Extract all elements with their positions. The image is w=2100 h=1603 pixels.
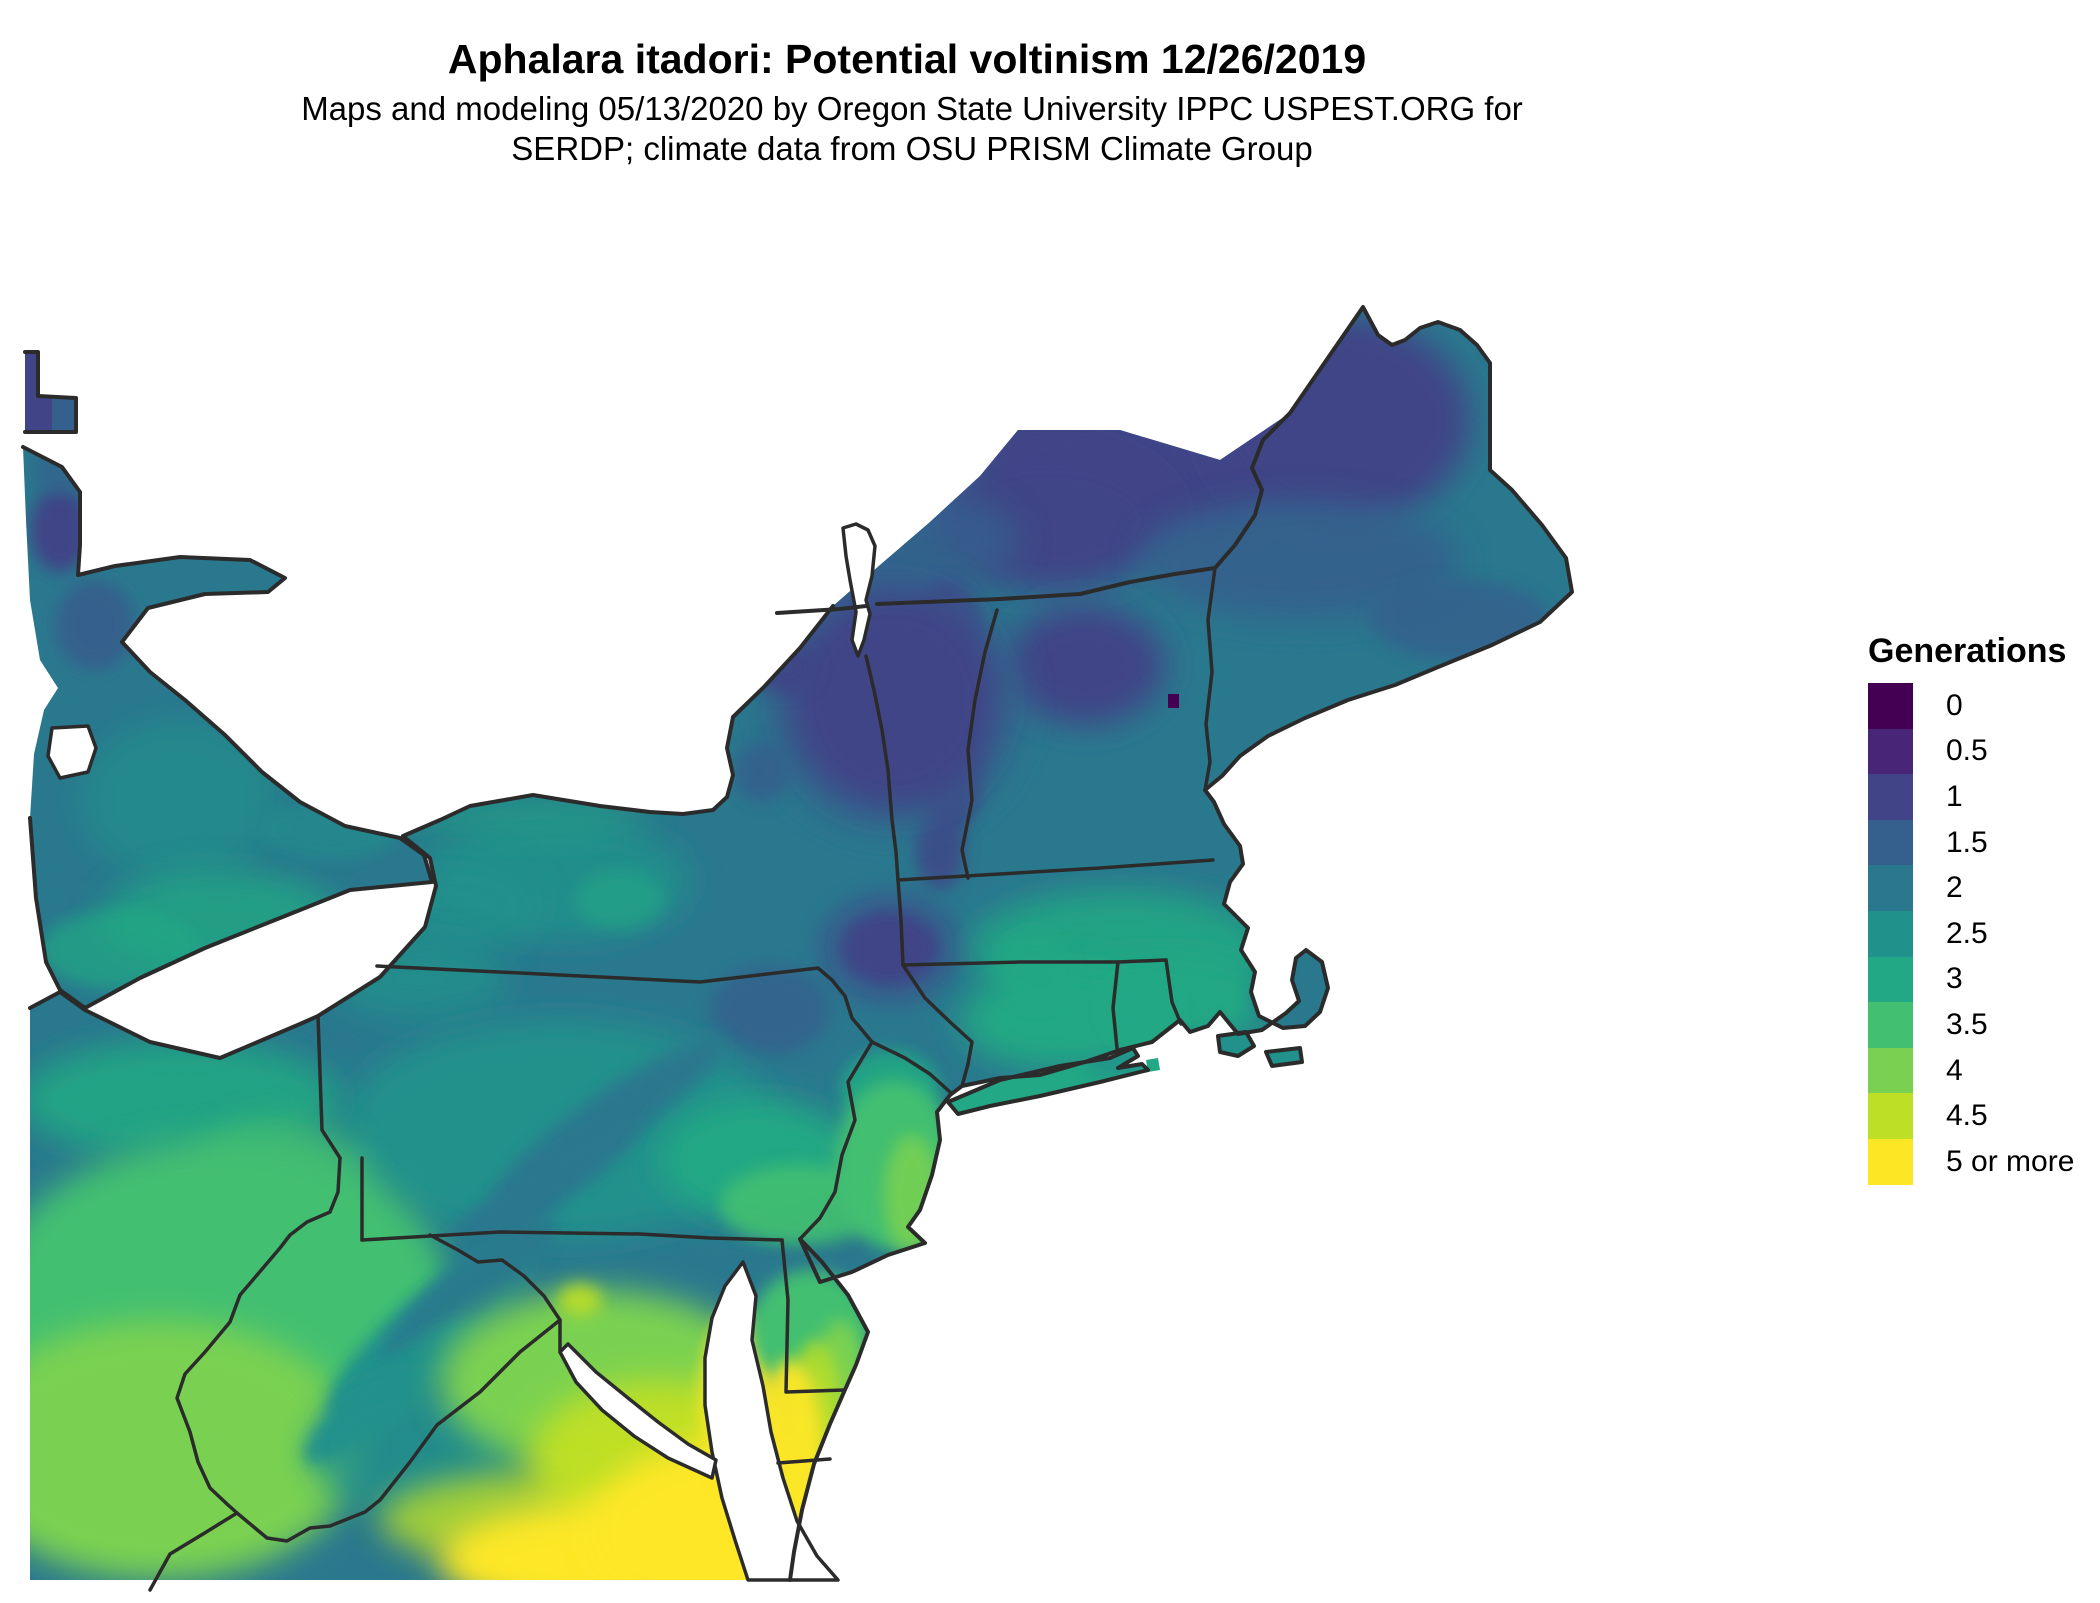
subtitle-line-2: SERDP; climate data from OSU PRISM Clima…	[511, 130, 1313, 167]
page-title: Aphalara itadori: Potential voltinism 12…	[447, 36, 1367, 82]
chesapeake-bay	[703, 1260, 840, 1582]
legend-row-1: 0.5	[1868, 728, 2098, 775]
coastline-long-island	[946, 1046, 1150, 1116]
legend-label-8: 4	[1946, 1053, 1963, 1087]
legend-items: 0 0.5 1 1.5 2 2.5 3 3.5 4 4.5 5 or more	[1868, 683, 2098, 1185]
legend-label-10: 5 or more	[1946, 1144, 2075, 1178]
legend-swatch-0	[1868, 683, 1913, 729]
border-ny-ma	[896, 878, 905, 967]
legend-label-0: 0	[1946, 688, 1963, 722]
legend-row-10: 5 or more	[1868, 1138, 2098, 1185]
border-ny-nj	[870, 1040, 952, 1094]
border-ri-ma	[1164, 958, 1183, 1026]
legend-swatch-2	[1868, 774, 1913, 820]
border-upper-potomac	[428, 1233, 562, 1354]
legend-label-1: 0.5	[1946, 734, 1988, 768]
state-borders	[148, 566, 1217, 1592]
legend-swatch-6	[1868, 956, 1913, 1003]
lake-champlain	[841, 522, 877, 658]
border-ma-south	[901, 958, 1168, 967]
legend-swatch-5	[1868, 910, 1913, 957]
border-ny-pa-and-delaware-river	[375, 964, 874, 1044]
legend-row-0: 0	[1868, 683, 2098, 729]
legend-row-5: 2.5	[1868, 910, 2098, 957]
border-ri-ct	[1111, 960, 1120, 1050]
map-region-block-island	[1146, 1058, 1160, 1072]
legend-swatch-10	[1868, 1138, 1913, 1185]
border-pa-nj-delaware-river	[798, 1040, 874, 1241]
legend-row-4: 2	[1868, 865, 2098, 911]
border-md-va-delmarva	[776, 1457, 832, 1465]
legend-swatch-7	[1868, 1002, 1913, 1048]
map-region-canada-sliver	[25, 352, 76, 432]
small-lake-ontario-peninsula	[46, 724, 98, 780]
legend-title: Generations	[1868, 632, 2067, 670]
coastline-st-lawrence-and-great-lakes-us-shore	[28, 604, 835, 1060]
border-ohio-river	[148, 1156, 342, 1592]
border-oh-pa	[316, 1014, 342, 1160]
legend-row-8: 4	[1868, 1047, 2098, 1094]
border-delaware	[780, 1238, 846, 1394]
legend-swatch-8	[1868, 1047, 1913, 1094]
legend-swatch-9	[1868, 1093, 1913, 1139]
legend-swatch-3	[1868, 819, 1913, 866]
legend-label-3: 1.5	[1946, 825, 1988, 859]
legend-label-9: 4.5	[1946, 1099, 1988, 1133]
border-nh-me	[1203, 566, 1217, 792]
legend-row-2: 1	[1868, 774, 2098, 820]
legend-label-6: 3	[1946, 962, 1963, 996]
potomac-river	[558, 1342, 718, 1480]
legend-row-9: 4.5	[1868, 1093, 2098, 1139]
border-ny-vt	[864, 654, 900, 882]
legend-row-6: 3	[1868, 956, 2098, 1003]
legend-swatch-4	[1868, 865, 1913, 911]
legend-label-5: 2.5	[1946, 916, 1988, 950]
subtitle-line-1: Maps and modeling 05/13/2020 by Oregon S…	[301, 90, 1523, 127]
legend: Generations 0 0.5 1 1.5 2 2.5 3 3.5 4 4.5 5 or mor…	[1868, 632, 2098, 1185]
border-ma-north	[896, 858, 1215, 882]
coastline-ontario-peninsula	[21, 445, 434, 1010]
legend-row-7: 3.5	[1868, 1002, 2098, 1048]
legend-row-3: 1.5	[1868, 819, 2098, 866]
legend-label-7: 3.5	[1946, 1007, 1988, 1041]
legend-label-4: 2	[1946, 871, 1963, 905]
border-wv-va	[235, 1318, 562, 1543]
coastline-islands	[1216, 1030, 1304, 1068]
legend-label-2: 1	[1946, 779, 1963, 813]
border-vt-nh	[960, 608, 999, 880]
coastline-atlantic-and-canada-border	[775, 305, 1574, 1582]
coastline-canada-sliver	[23, 350, 78, 434]
border-pa-south-mason-dixon	[360, 1230, 784, 1242]
border-ct-ny	[901, 963, 974, 1088]
legend-swatch-1	[1868, 728, 1913, 775]
